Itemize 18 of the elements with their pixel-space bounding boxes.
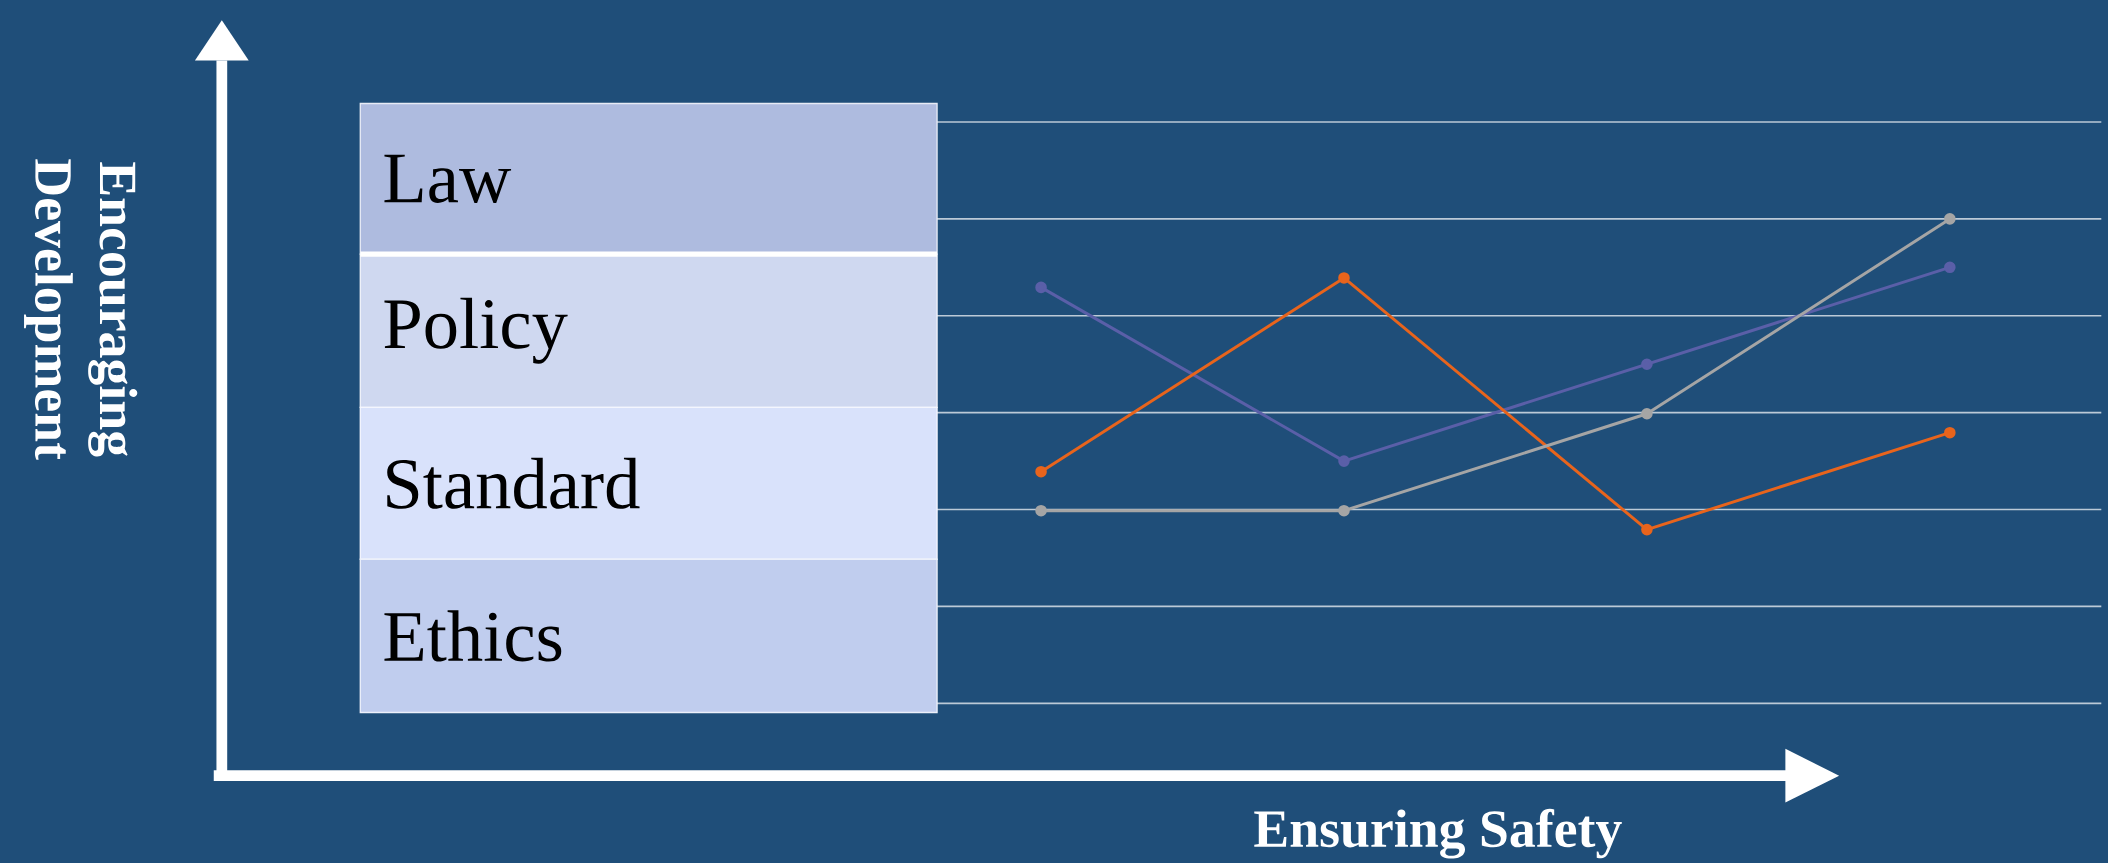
point — [1944, 261, 1956, 274]
text: Standard — [387, 457, 640, 509]
point — [1338, 272, 1350, 284]
point — [1035, 281, 1047, 294]
x-axis-title: Ensuring Safety — [1254, 808, 1622, 859]
point — [1338, 455, 1350, 467]
point — [1035, 504, 1047, 517]
point — [1641, 358, 1653, 370]
point — [1641, 523, 1653, 536]
point — [1641, 407, 1653, 420]
text: Encouraging Development — [24, 159, 138, 460]
point — [1035, 465, 1047, 478]
text: Law — [384, 154, 512, 203]
text: Policy — [384, 297, 568, 364]
point — [1944, 213, 1956, 225]
point — [1944, 426, 1956, 439]
point — [1338, 504, 1350, 517]
text: Ethics — [384, 610, 562, 662]
